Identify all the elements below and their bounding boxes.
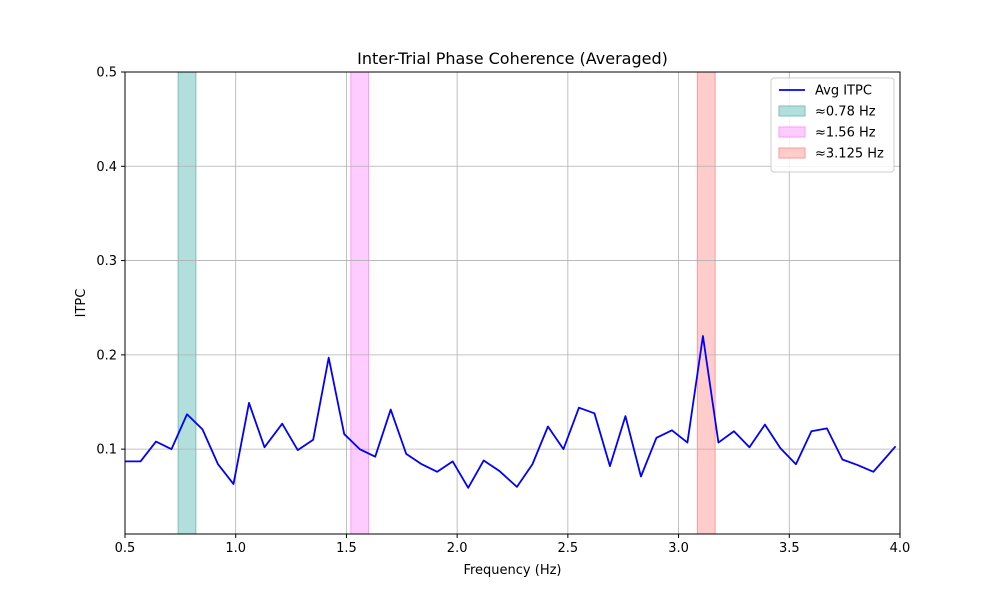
chart-title: Inter-Trial Phase Coherence (Averaged) [357,49,668,68]
y-tick-label: 0.4 [96,160,117,175]
legend-patch-swatch [778,105,806,117]
x-tick-label: 3.5 [779,541,800,556]
x-axis-label: Frequency (Hz) [463,563,561,578]
data-point [531,463,533,465]
data-point [452,460,454,462]
legend-entry-label: ≈0.78 Hz [815,105,876,120]
data-point [562,448,564,450]
data-point [609,465,611,467]
data-point [895,445,897,447]
data-point [764,424,766,426]
data-point [171,448,173,450]
data-point [359,448,361,450]
data-point [702,335,704,337]
y-tick-label: 0.5 [96,66,117,81]
data-point [841,459,843,461]
data-point [578,407,580,409]
data-point [483,459,485,461]
legend-patch-swatch [778,147,806,159]
data-point [140,460,142,462]
data-point [297,449,299,451]
x-tick-label: 2.5 [558,541,579,556]
series-line-0 [125,335,897,489]
data-point [655,437,657,439]
data-point [593,412,595,414]
y-tick-label: 0.1 [96,443,117,458]
y-tick-label: 0.3 [96,254,117,269]
data-point [186,413,188,415]
data-point [155,441,157,443]
x-tick-label: 3.0 [668,541,689,556]
data-point [516,486,518,488]
data-point [795,463,797,465]
data-point [436,471,438,473]
frequency-band-2 [696,71,716,535]
plot-frame [124,71,901,535]
data-point [264,446,266,448]
data-point [872,471,874,473]
data-point [312,439,314,441]
data-point [248,402,250,404]
data-point [405,453,407,455]
y-tick-label: 0.2 [96,348,117,363]
y-axis-label: ITPC [74,289,89,318]
data-point [498,470,500,472]
data-point [779,447,781,449]
data-point [374,456,376,458]
data-point [467,487,469,489]
data-point [748,446,750,448]
x-tick-label: 1.5 [336,541,357,556]
data-point [810,430,812,432]
x-axis-ticks: 0.5 1.0 1.5 2.0 2.5 3.0 3.5 4.0 [115,534,911,556]
data-point [826,427,828,429]
data-point [328,357,330,359]
legend-entry-label: Avg ITPC [815,84,872,99]
x-tick-label: 2.0 [447,541,468,556]
data-point [547,426,549,428]
x-tick-label: 4.0 [890,541,911,556]
legend: Avg ITPC ≈0.78 Hz ≈1.56 Hz ≈3.125 Hz [770,77,895,173]
data-point [640,475,642,477]
data-point [857,464,859,466]
frequency-band-1 [350,71,370,535]
legend-entry-label: ≈1.56 Hz [815,126,876,141]
y-axis-ticks: 0.1 0.2 0.3 0.4 0.5 [96,66,125,458]
frequency-band-0 [177,71,197,535]
data-point [717,442,719,444]
data-point [733,430,735,432]
legend-patch-swatch [778,126,806,138]
data-point [390,409,392,411]
series-lines [125,335,897,489]
data-point [671,429,673,431]
x-tick-label: 1.0 [225,541,246,556]
data-point [281,423,283,425]
data-point [233,483,235,485]
data-point [421,463,423,465]
data-point [217,463,219,465]
data-point [202,428,204,430]
data-point [624,415,626,417]
x-tick-label: 0.5 [115,541,136,556]
data-point [343,433,345,435]
legend-entry-label: ≈3.125 Hz [815,147,884,162]
data-point [686,442,688,444]
